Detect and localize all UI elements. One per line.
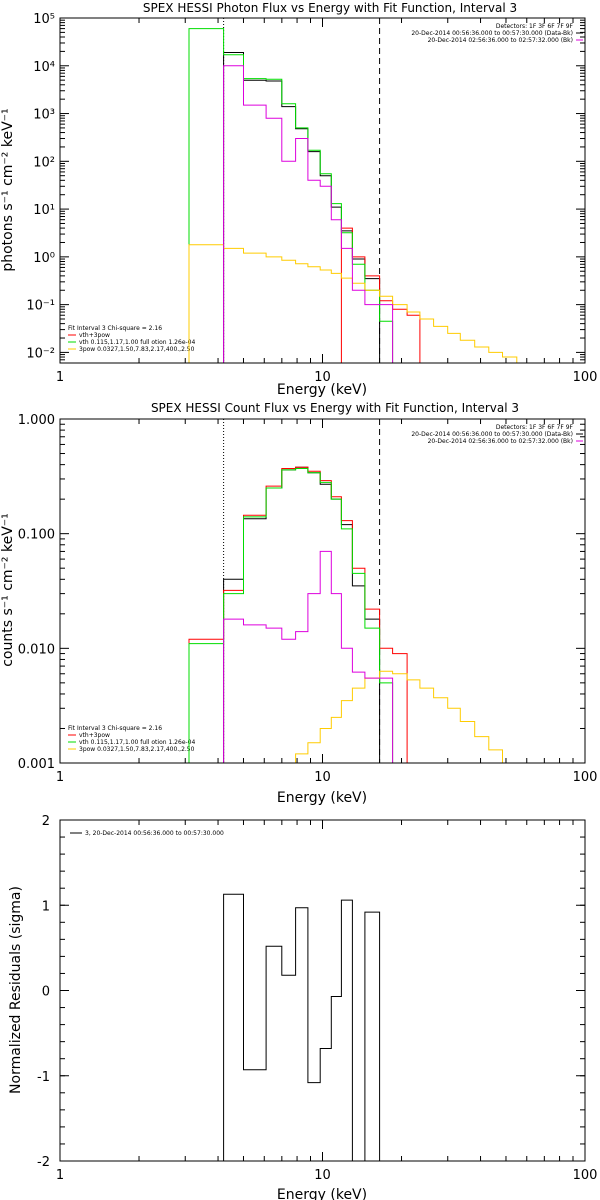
count-series-data-bk: [223, 466, 381, 763]
residuals-panel: 3, 20-Dec-2014 00:56:36.000 to 00:57:30.…: [8, 814, 597, 1200]
count-fit-legend: Fit Interval 3 Chi-square = 2.16vth+3pow…: [68, 725, 195, 753]
count-fit-line: Fit Interval 3 Chi-square = 2.16: [68, 725, 162, 732]
residuals-plot-frame: [59, 819, 586, 1162]
photon-y-tick-label: 10⁴: [33, 60, 55, 75]
residual-x-tick-label: 10: [314, 1168, 331, 1183]
photon-x-axis-label: Energy (keV): [277, 382, 367, 398]
photon-series-data-bk: [223, 52, 381, 363]
residual-x-tick-label: 100: [573, 1168, 598, 1183]
photon-flux-panel: SPEX HESSI Photon Flux vs Energy with Fi…: [0, 1, 597, 398]
count-fit-line: 3pow 0.0327,1.50,7.83,2.17,400.,2.50: [79, 746, 195, 753]
photon-plot-frame: [59, 17, 586, 364]
count-header-line: 20-Dec-2014 00:56:36.000 to 00:57:30.000…: [411, 431, 573, 438]
count-header-line: 20-Dec-2014 02:56:36.000 to 02:57:32.000…: [428, 438, 573, 445]
photon-series-3pow: [188, 244, 518, 363]
photon-fit-line: 3pow 0.0327,1.50,7.83,2.17,400.,2.50: [79, 346, 195, 353]
photon-x-tick-label: 100: [573, 370, 598, 385]
count-series-vth-3pow: [188, 466, 408, 763]
residuals-legend: 3, 20-Dec-2014 00:56:36.000 to 00:57:30.…: [70, 830, 224, 837]
photon-fit-line: vth 0.115,1.17,1.00 full otion 1.26e-04: [79, 339, 195, 346]
residual-y-tick-label: 0: [42, 985, 50, 1000]
photon-series-vth-3pow: [340, 227, 421, 363]
residual-y-tick-label: 1: [42, 899, 50, 914]
residual-y-tick-label: 2: [42, 814, 50, 829]
count-series-bk: [223, 550, 394, 763]
count-fit-line: vth 0.115,1.17,1.00 full otion 1.26e-04: [79, 739, 195, 746]
residual-x-tick-label: 1: [56, 1168, 64, 1183]
photon-y-tick-label: 10³: [33, 108, 55, 123]
count-x-tick-label: 100: [573, 770, 598, 785]
count-plot-frame: [59, 418, 586, 764]
residuals-x-axis-label: Energy (keV): [277, 1187, 367, 1200]
photon-y-tick-label: 10²: [33, 155, 55, 170]
photon-y-tick-label: 10¹: [33, 203, 55, 218]
photon-x-tick-label: 1: [56, 370, 64, 385]
count-y-tick-label: 0.100: [18, 528, 55, 543]
residuals-y-axis-label: Normalized Residuals (sigma): [8, 886, 24, 1094]
photon-y-tick-label: 10⁰: [33, 251, 55, 266]
photon-series-bk: [223, 65, 394, 363]
photon-header-line: 20-Dec-2014 00:56:36.000 to 00:57:30.000…: [411, 30, 573, 37]
photon-y-axis-label: photons s⁻¹ cm⁻² keV⁻¹: [0, 108, 16, 271]
photon-fit-line: Fit Interval 3 Chi-square = 2.16: [68, 325, 162, 332]
count-y-axis-label: counts s⁻¹ cm⁻² keV⁻¹: [0, 513, 16, 667]
count-series-3pow: [281, 670, 517, 764]
residual-series-3-20-dec-2014-00-56-: [223, 893, 381, 1162]
count-y-tick-label: 0.001: [18, 757, 55, 772]
count-header-line: Detectors: 1F 3F 6F 7F 9F: [496, 424, 574, 431]
photon-chart-title: SPEX HESSI Photon Flux vs Energy with Fi…: [143, 1, 517, 15]
photon-header-line: 20-Dec-2014 02:56:36.000 to 02:57:32.000…: [428, 37, 573, 44]
count-x-tick-label: 10: [314, 770, 331, 785]
residual-legend-text: 3, 20-Dec-2014 00:56:36.000 to 00:57:30.…: [85, 830, 224, 837]
count-flux-panel: SPEX HESSI Count Flux vs Energy with Fit…: [0, 401, 597, 806]
count-series-vth: [188, 468, 394, 763]
photon-fit-line: vth+3pow: [79, 332, 110, 339]
count-y-tick-label: 1.000: [18, 413, 55, 428]
photon-y-tick-label: 10⁻¹: [26, 299, 55, 314]
photon-series-vth: [188, 28, 394, 363]
residual-y-tick-label: -2: [37, 1155, 50, 1170]
photon-x-tick-label: 10: [314, 370, 331, 385]
count-x-axis-label: Energy (keV): [277, 790, 367, 806]
photon-y-tick-label: 10⁵: [33, 12, 55, 27]
count-chart-title: SPEX HESSI Count Flux vs Energy with Fit…: [151, 401, 519, 415]
count-fit-line: vth+3pow: [79, 732, 110, 739]
photon-y-tick-label: 10⁻²: [26, 346, 55, 361]
residual-y-tick-label: -1: [37, 1070, 50, 1085]
photon-header-line: Detectors: 1F 3F 6F 7F 9F: [496, 23, 574, 30]
photon-fit-legend: Fit Interval 3 Chi-square = 2.16vth+3pow…: [68, 325, 195, 353]
count-x-tick-label: 1: [56, 770, 64, 785]
count-y-tick-label: 0.010: [18, 642, 55, 657]
